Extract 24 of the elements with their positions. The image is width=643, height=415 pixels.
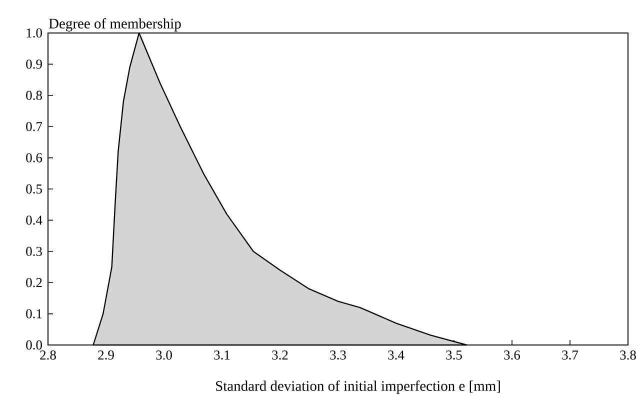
- y-tick-label: 0.0: [26, 340, 42, 350]
- y-tick-label: 0.4: [26, 216, 42, 225]
- x-tick-label: 3.1: [214, 350, 230, 360]
- y-tick-label: 0.8: [26, 90, 42, 100]
- y-tick-label: 0.3: [26, 246, 42, 256]
- y-tick-label: 1.0: [26, 28, 42, 38]
- y-tick-label: 0.5: [26, 184, 42, 194]
- y-tick-label: 0.6: [26, 153, 42, 162]
- y-tick-label: 0.9: [26, 60, 42, 69]
- x-tick-label: 2.9: [98, 350, 114, 360]
- x-tick-label: 3.7: [562, 350, 578, 360]
- x-tick-label: 2.8: [40, 350, 56, 360]
- y-tick-label: 0.2: [26, 278, 42, 288]
- y-axis-title: Degree of membership: [48, 18, 181, 32]
- y-tick-label: 0.7: [26, 122, 42, 132]
- x-tick-label: 3.0: [156, 350, 172, 360]
- x-tick-label: 3.6: [504, 350, 520, 360]
- x-tick-label: 3.5: [446, 350, 462, 360]
- y-tick-label: 0.1: [26, 309, 42, 318]
- x-tick-label: 3.4: [388, 350, 404, 360]
- x-axis-title: Standard deviation of initial imperfection e [mm]: [216, 380, 500, 394]
- x-tick-label: 3.2: [272, 350, 288, 360]
- x-tick-label: 3.8: [620, 350, 636, 360]
- x-tick-label: 3.3: [330, 350, 346, 360]
